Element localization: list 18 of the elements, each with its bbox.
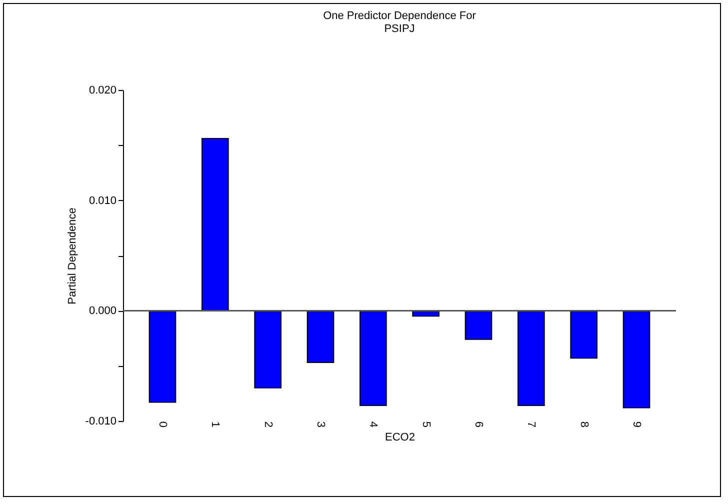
text: One Predictor Dependence For: [323, 10, 476, 22]
x-tick-label: 2: [262, 421, 274, 428]
x-tick-label: 4: [367, 421, 380, 428]
y-tick-label: 0.010: [88, 194, 116, 207]
x-tick-label: 8: [578, 421, 590, 428]
x-tick-label: 5: [420, 421, 432, 428]
x-tick-label: 3: [314, 421, 326, 428]
y-axis-title: Partial Dependence: [66, 208, 78, 304]
x-tick-label: 1: [209, 421, 222, 428]
text: PSIPJ: [384, 23, 415, 35]
x-tick-label: 7: [525, 421, 538, 428]
x-tick-label: 9: [630, 421, 642, 428]
x-axis-title: ECO2: [385, 432, 415, 444]
y-tick-label: 0.020: [88, 84, 116, 96]
x-tick-label: 6: [472, 421, 484, 428]
y-tick-label: 0.000: [88, 305, 116, 318]
y-tick-label: -0.010: [85, 416, 116, 428]
x-tick-label: 0: [156, 421, 168, 428]
